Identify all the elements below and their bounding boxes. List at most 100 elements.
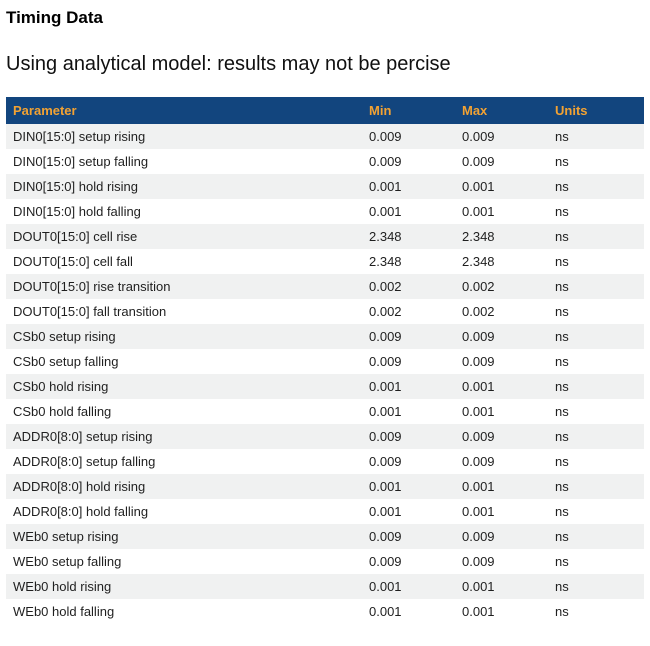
min-cell: 0.001 [369, 379, 402, 394]
min-cell: 2.348 [369, 229, 402, 244]
table-row: DOUT0[15:0] fall transition 0.002 0.002 … [6, 299, 644, 324]
table-row: ADDR0[8:0] setup falling 0.009 0.009 ns [6, 449, 644, 474]
max-cell: 0.009 [462, 554, 495, 569]
max-cell: 0.001 [462, 504, 495, 519]
max-cell: 0.001 [462, 604, 495, 619]
parameter-cell: DOUT0[15:0] cell rise [13, 229, 138, 244]
units-cell: ns [555, 429, 569, 444]
table-row: CSb0 hold rising 0.001 0.001 ns [6, 374, 644, 399]
min-cell: 0.001 [369, 204, 402, 219]
table-row: CSb0 setup rising 0.009 0.009 ns [6, 324, 644, 349]
report-page: Timing Data Using analytical model: resu… [6, 8, 644, 624]
max-cell: 0.009 [462, 354, 495, 369]
table-row: DIN0[15:0] hold falling 0.001 0.001 ns [6, 199, 644, 224]
table-row: ADDR0[8:0] hold falling 0.001 0.001 ns [6, 499, 644, 524]
max-cell: 2.348 [462, 229, 495, 244]
min-cell: 0.009 [369, 329, 402, 344]
min-cell: 0.002 [369, 304, 402, 319]
page-title: Timing Data [6, 8, 103, 27]
min-cell: 2.348 [369, 254, 402, 269]
units-cell: ns [555, 554, 569, 569]
table-header: Parameter Min Max Units [6, 97, 644, 124]
parameter-cell: WEb0 hold rising [13, 579, 112, 594]
table-row: DOUT0[15:0] cell rise 2.348 2.348 ns [6, 224, 644, 249]
column-header-parameter: Parameter [6, 97, 362, 124]
min-cell: 0.009 [369, 454, 402, 469]
parameter-cell: DIN0[15:0] setup rising [13, 129, 146, 144]
parameter-cell: WEb0 hold falling [13, 604, 115, 619]
units-cell: ns [555, 304, 569, 319]
parameter-cell: DOUT0[15:0] fall transition [13, 304, 167, 319]
table-row: DIN0[15:0] setup falling 0.009 0.009 ns [6, 149, 644, 174]
parameter-cell: ADDR0[8:0] setup falling [13, 454, 156, 469]
max-cell: 0.001 [462, 479, 495, 494]
units-cell: ns [555, 529, 569, 544]
units-cell: ns [555, 129, 569, 144]
max-cell: 0.002 [462, 304, 495, 319]
max-cell: 0.001 [462, 579, 495, 594]
timing-table: Parameter Min Max Units DIN0[15:0] setup… [6, 97, 644, 624]
table-header-row: Parameter Min Max Units [6, 97, 644, 124]
parameter-cell: CSb0 setup falling [13, 354, 119, 369]
table-row: WEb0 setup falling 0.009 0.009 ns [6, 549, 644, 574]
units-cell: ns [555, 179, 569, 194]
min-cell: 0.001 [369, 504, 402, 519]
table-row: CSb0 hold falling 0.001 0.001 ns [6, 399, 644, 424]
table-row: DOUT0[15:0] rise transition 0.002 0.002 … [6, 274, 644, 299]
table-row: CSb0 setup falling 0.009 0.009 ns [6, 349, 644, 374]
max-cell: 0.009 [462, 454, 495, 469]
min-cell: 0.009 [369, 154, 402, 169]
max-cell: 0.009 [462, 329, 495, 344]
units-cell: ns [555, 479, 569, 494]
table-row: DIN0[15:0] hold rising 0.001 0.001 ns [6, 174, 644, 199]
table-row: WEb0 hold rising 0.001 0.001 ns [6, 574, 644, 599]
table-row: ADDR0[8:0] hold rising 0.001 0.001 ns [6, 474, 644, 499]
column-header-min: Min [362, 97, 455, 124]
max-cell: 0.009 [462, 529, 495, 544]
table-row: WEb0 setup rising 0.009 0.009 ns [6, 524, 644, 549]
max-cell: 0.009 [462, 154, 495, 169]
max-cell: 0.001 [462, 379, 495, 394]
column-header-max: Max [455, 97, 548, 124]
max-cell: 0.001 [462, 404, 495, 419]
parameter-cell: CSb0 setup rising [13, 329, 116, 344]
table-row: ADDR0[8:0] setup rising 0.009 0.009 ns [6, 424, 644, 449]
parameter-cell: ADDR0[8:0] setup rising [13, 429, 153, 444]
parameter-cell: DIN0[15:0] setup falling [13, 154, 149, 169]
table-body: DIN0[15:0] setup rising 0.009 0.009 ns D… [6, 124, 644, 624]
max-cell: 2.348 [462, 254, 495, 269]
parameter-cell: DOUT0[15:0] rise transition [13, 279, 171, 294]
page-subtitle: Using analytical model: results may not … [6, 53, 451, 75]
table-row: DIN0[15:0] setup rising 0.009 0.009 ns [6, 124, 644, 149]
min-cell: 0.009 [369, 354, 402, 369]
max-cell: 0.001 [462, 179, 495, 194]
min-cell: 0.009 [369, 529, 402, 544]
min-cell: 0.009 [369, 429, 402, 444]
min-cell: 0.001 [369, 579, 402, 594]
parameter-cell: DIN0[15:0] hold falling [13, 204, 141, 219]
table-row: DOUT0[15:0] cell fall 2.348 2.348 ns [6, 249, 644, 274]
parameter-cell: ADDR0[8:0] hold falling [13, 504, 149, 519]
parameter-cell: WEb0 setup falling [13, 554, 122, 569]
min-cell: 0.009 [369, 554, 402, 569]
units-cell: ns [555, 579, 569, 594]
min-cell: 0.001 [369, 404, 402, 419]
units-cell: ns [555, 229, 569, 244]
parameter-cell: WEb0 setup rising [13, 529, 119, 544]
parameter-cell: ADDR0[8:0] hold rising [13, 479, 146, 494]
units-cell: ns [555, 154, 569, 169]
units-cell: ns [555, 404, 569, 419]
units-cell: ns [555, 454, 569, 469]
max-cell: 0.002 [462, 279, 495, 294]
units-cell: ns [555, 254, 569, 269]
units-cell: ns [555, 279, 569, 294]
min-cell: 0.002 [369, 279, 402, 294]
parameter-cell: CSb0 hold rising [13, 379, 109, 394]
max-cell: 0.009 [462, 129, 495, 144]
min-cell: 0.001 [369, 179, 402, 194]
units-cell: ns [555, 504, 569, 519]
min-cell: 0.001 [369, 479, 402, 494]
units-cell: ns [555, 604, 569, 619]
parameter-cell: CSb0 hold falling [13, 404, 112, 419]
units-cell: ns [555, 329, 569, 344]
